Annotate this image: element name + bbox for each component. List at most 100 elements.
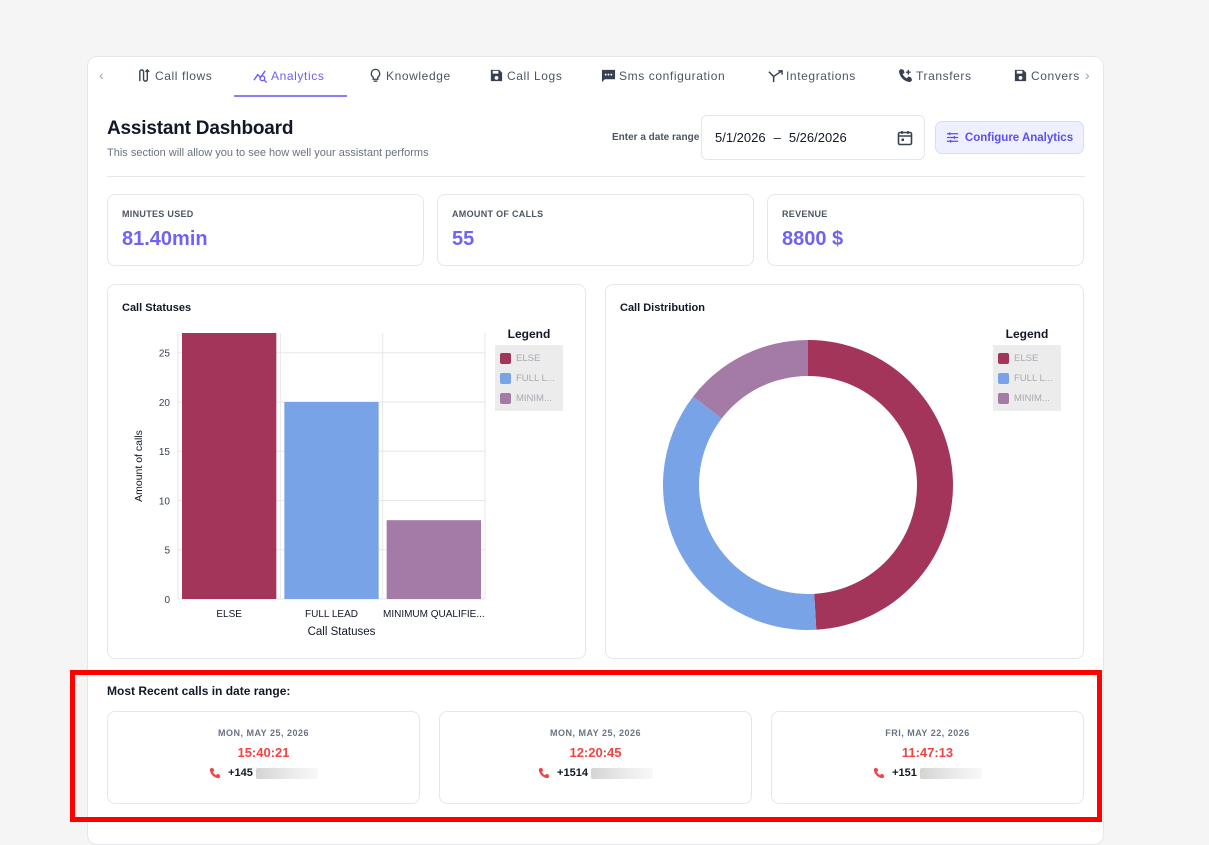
stat-amount-of-calls: AMOUNT OF CALLS 55 (437, 194, 754, 266)
recent-call-card[interactable]: MON, MAY 25, 2026 12:20:45 +1514 (439, 711, 752, 804)
legend-swatch (998, 372, 1009, 384)
redacted-number (590, 767, 653, 779)
call-distribution-donut-chart (663, 340, 953, 630)
merge-icon (768, 70, 783, 83)
save-icon (1014, 69, 1027, 82)
recent-call-card[interactable]: MON, MAY 25, 2026 15:40:21 +145 (107, 711, 420, 804)
configure-analytics-button[interactable]: Configure Analytics (935, 121, 1084, 154)
donut-slice (693, 340, 808, 419)
legend-label: FULL L... (516, 372, 555, 384)
y-tick-label: 10 (159, 496, 171, 507)
configure-analytics-label: Configure Analytics (964, 131, 1074, 144)
phone-icon (873, 767, 885, 779)
tabs-scroll-right-icon[interactable]: › (1085, 67, 1090, 83)
legend-item-full-lead[interactable]: FULL L... (500, 368, 559, 388)
redacted-number (255, 767, 318, 779)
calendar-icon[interactable] (896, 129, 914, 147)
call-phone: +1514 (440, 767, 751, 779)
x-tick-label: MINIMUM QUALIFIE... (383, 609, 485, 620)
tab-label: Convers (1031, 69, 1080, 83)
legend-swatch (998, 392, 1009, 404)
y-axis-label: Amount of calls (133, 430, 145, 502)
tab-call-flows[interactable]: Call flows (137, 68, 213, 97)
header-divider (107, 176, 1085, 177)
legend-item-minimum[interactable]: MINIM... (998, 388, 1057, 408)
legend-list: ELSE FULL L... MINIM... (495, 345, 563, 411)
legend-label: FULL L... (1014, 372, 1053, 384)
donut-legend: Legend ELSE FULL L... MINIM... (993, 327, 1061, 411)
date-range-label: Enter a date range (612, 132, 700, 143)
stat-value: 55 (452, 228, 475, 250)
date-range-input[interactable]: 5/1/2026 – 5/26/2026 (701, 115, 925, 160)
tab-integrations[interactable]: Integrations (768, 69, 856, 97)
tab-conversations[interactable]: Convers (1013, 69, 1080, 97)
phone-number: +1514 (557, 767, 588, 779)
call-time: 15:40:21 (237, 745, 290, 760)
phone-icon (538, 767, 550, 779)
legend-label: ELSE (1014, 352, 1039, 364)
chart-title: Call Statuses (122, 302, 192, 314)
dashboard-card: ‹ Call flows Analytics Knowledge Call Lo… (87, 56, 1104, 845)
legend-title: Legend (507, 327, 551, 341)
tab-label: Knowledge (386, 69, 451, 83)
call-distribution-card: Call Distribution Legend ELSE FULL L... … (605, 284, 1084, 659)
legend-item-minimum[interactable]: MINIM... (500, 388, 559, 408)
phone-icon (209, 767, 221, 779)
tab-call-logs[interactable]: Call Logs (489, 69, 562, 97)
tab-label: Call flows (155, 69, 213, 83)
legend-item-full-lead[interactable]: FULL L... (998, 368, 1057, 388)
call-date: MON, MAY 25, 2026 (217, 728, 310, 738)
tab-label: Analytics (271, 69, 325, 83)
analytics-icon (253, 70, 268, 83)
tabs-scroll-left-icon[interactable]: ‹ (99, 67, 104, 83)
legend-swatch (500, 392, 511, 404)
stat-minutes-used: MINUTES USED 81.40min (107, 194, 424, 266)
legend-label: MINIM... (516, 392, 552, 404)
y-tick-label: 15 (159, 447, 171, 458)
stat-value: 81.40min (122, 228, 208, 250)
tab-label: Transfers (916, 69, 972, 83)
bar-legend: Legend ELSE FULL L... MINIM... (495, 327, 563, 411)
lightbulb-icon (370, 68, 381, 82)
tab-label: Integrations (786, 69, 856, 83)
y-tick-label: 5 (164, 546, 170, 557)
legend-swatch (500, 372, 511, 384)
legend-item-else[interactable]: ELSE (500, 348, 559, 368)
tab-transfers[interactable]: Transfers (898, 68, 972, 97)
chart-title: Call Distribution (620, 302, 705, 314)
call-flows-icon (139, 68, 150, 82)
call-statuses-bar-chart: 0 5 10 15 20 25 ELSE FULL LEAD MINIMUM QUALIFIE.… (133, 333, 486, 638)
tab-analytics[interactable]: Analytics (253, 69, 324, 97)
tab-knowledge[interactable]: Knowledge (368, 68, 451, 97)
active-tab-indicator (234, 95, 347, 97)
sliders-icon (946, 132, 958, 143)
stat-value: 8800 $ (782, 228, 844, 250)
recent-calls-title: Most Recent calls in date range: (107, 684, 291, 698)
call-statuses-card: Call Statuses 0 5 10 15 20 25 ELSE FULL LEAD MIN… (107, 284, 586, 659)
date-end: 5/26/2026 (788, 130, 847, 145)
tab-sms-configuration[interactable]: Sms configuration (601, 69, 725, 97)
y-tick-label: 0 (164, 595, 170, 606)
date-separator: – (773, 130, 781, 145)
donut-slice (663, 396, 817, 630)
donut-slice (808, 340, 953, 630)
y-tick-label: 25 (159, 349, 171, 360)
call-time: 11:47:13 (901, 745, 954, 760)
y-tick-label: 20 (159, 398, 171, 409)
bar (386, 520, 481, 599)
stat-label: MINUTES USED (122, 209, 194, 219)
legend-swatch (500, 352, 511, 364)
legend-item-else[interactable]: ELSE (998, 348, 1057, 368)
message-icon (601, 69, 616, 83)
call-time: 12:20:45 (569, 745, 622, 760)
stat-label: REVENUE (782, 209, 828, 219)
stat-label: AMOUNT OF CALLS (452, 209, 544, 219)
tab-label: Sms configuration (619, 69, 726, 83)
legend-title: Legend (1005, 327, 1049, 341)
x-axis-label: Call Statuses (308, 626, 376, 638)
call-phone: +151 (772, 767, 1083, 779)
page-subtitle: This section will allow you to see how w… (107, 147, 429, 159)
call-date: FRI, MAY 22, 2026 (885, 728, 970, 738)
recent-call-card[interactable]: FRI, MAY 22, 2026 11:47:13 +151 (771, 711, 1084, 804)
